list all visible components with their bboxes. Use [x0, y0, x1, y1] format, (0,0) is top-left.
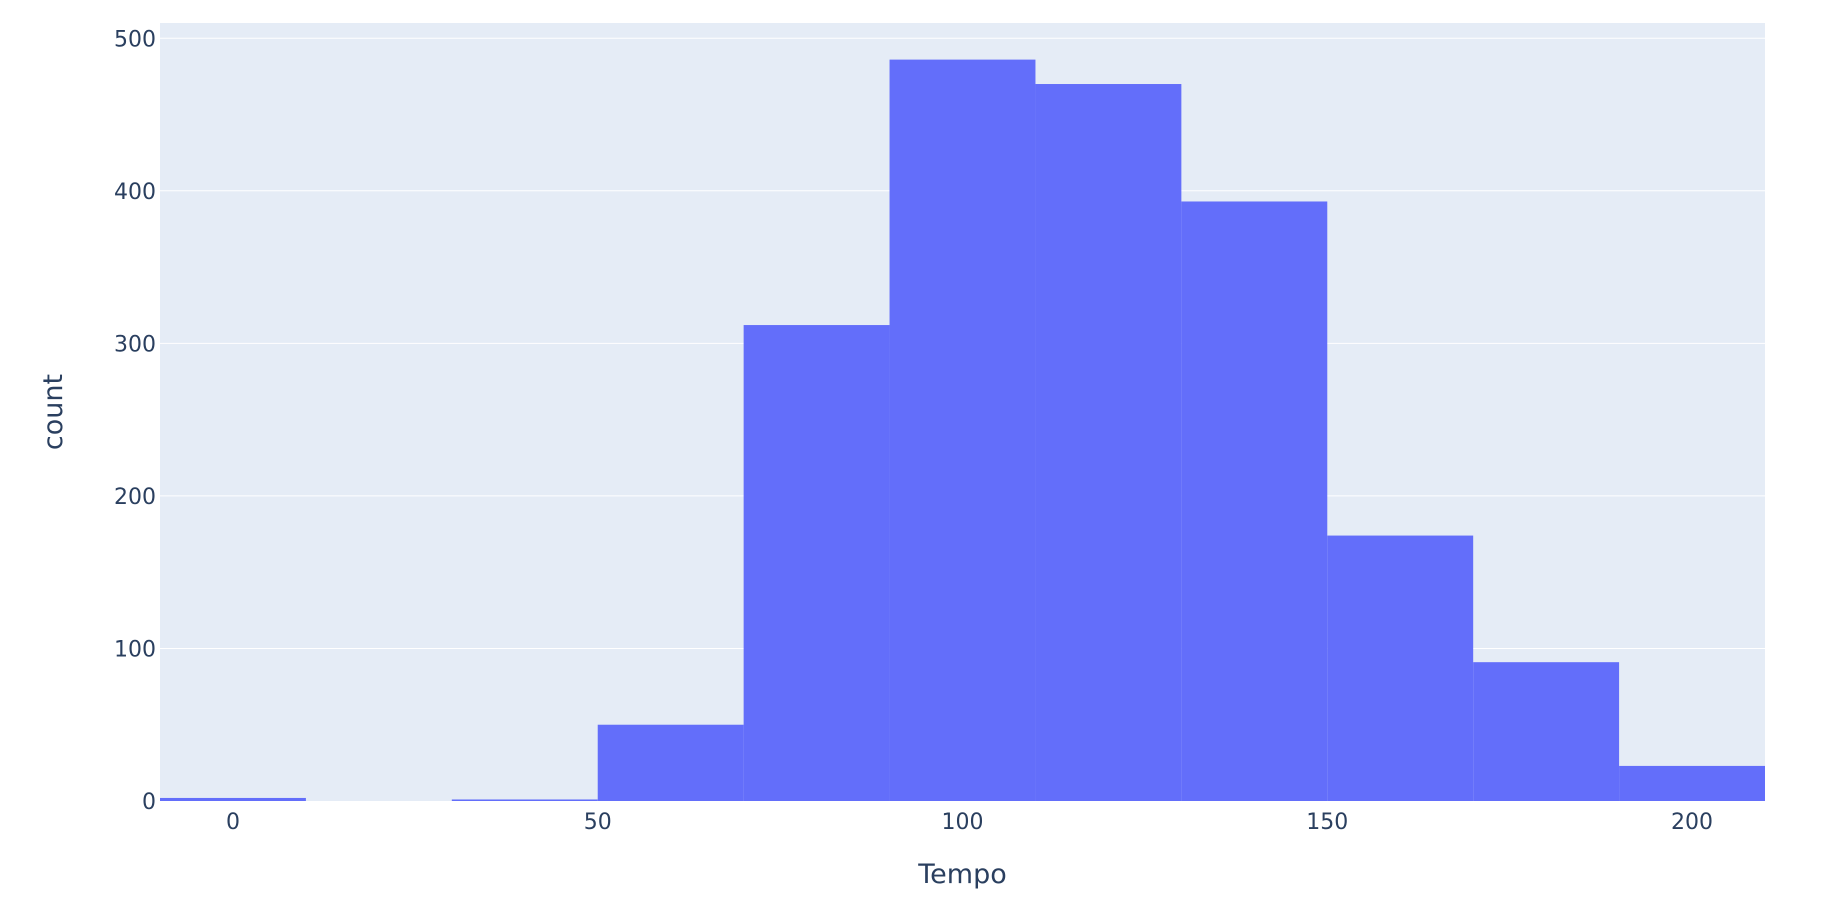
x-tick-label: 0 — [226, 810, 240, 835]
x-tick-label: 100 — [942, 810, 984, 835]
histogram-bar-8 — [1327, 535, 1474, 801]
histogram-bar-0 — [160, 797, 306, 801]
y-tick-label: 300 — [114, 332, 156, 357]
y-tick-label: 0 — [142, 790, 156, 815]
y-tick-labels: 0 100 200 300 400 500 — [114, 27, 156, 815]
histogram-bar-6 — [1035, 84, 1182, 802]
y-tick-label: 500 — [114, 27, 156, 52]
x-axis-title: Tempo — [917, 859, 1006, 890]
y-tick-label: 200 — [114, 485, 156, 510]
histogram-bar-2 — [451, 799, 598, 801]
histogram-bar-4 — [743, 325, 890, 801]
histogram-bar-9 — [1473, 662, 1620, 801]
x-tick-label: 200 — [1671, 810, 1713, 835]
histogram-bar-5 — [889, 59, 1036, 802]
y-tick-label: 400 — [114, 180, 156, 205]
y-tick-label: 100 — [114, 637, 156, 662]
histogram-bar-10 — [1619, 765, 1765, 801]
x-tick-labels: 0 50 100 150 200 — [226, 810, 1713, 835]
histogram-bar-3 — [597, 724, 744, 801]
bars — [160, 59, 1765, 802]
x-tick-label: 50 — [584, 810, 612, 835]
x-tick-label: 150 — [1306, 810, 1348, 835]
y-axis-title: count — [38, 374, 69, 450]
histogram-bar-7 — [1181, 201, 1328, 801]
